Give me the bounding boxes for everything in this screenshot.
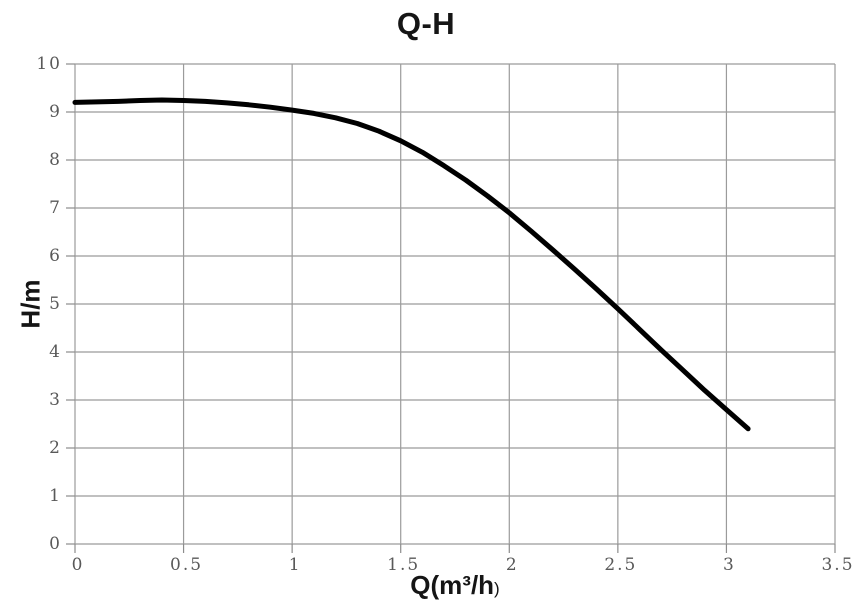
y-tick-label: 6 (49, 246, 62, 266)
qh-curve (72, 97, 751, 432)
y-tick-label: 10 (36, 54, 62, 74)
x-tick-label: 1.5 (387, 555, 421, 575)
y-tick-label: 8 (49, 150, 62, 170)
x-axis-label: Q(m³/h) (75, 570, 835, 601)
x-axis-label-main: Q(m³/h (410, 570, 495, 600)
axis-ticks (66, 63, 836, 553)
y-tick-label: 1 (49, 486, 62, 506)
curve-Q-H (72, 97, 751, 432)
y-tick-label: 5 (49, 294, 62, 314)
x-tick-label: 1 (288, 555, 302, 575)
y-tick-label: 7 (49, 198, 62, 218)
y-tick-label: 9 (49, 102, 62, 122)
x-tick-label: 0.5 (170, 555, 204, 575)
chart-title: Q-H (396, 6, 456, 41)
chart-canvas (66, 63, 836, 553)
y-tick-label: 3 (49, 390, 62, 410)
x-tick-label: 0 (71, 555, 85, 575)
y-tick-label: 0 (49, 534, 62, 554)
plot-area (66, 63, 836, 553)
gridlines (74, 63, 836, 545)
x-tick-label: 2 (505, 555, 519, 575)
x-axis-label-paren: ) (494, 579, 500, 598)
x-tick-label: 3.5 (821, 555, 852, 575)
y-tick-label: 2 (49, 438, 62, 458)
x-tick-label: 3 (723, 555, 736, 575)
x-tick-label: 2.5 (604, 555, 638, 575)
y-tick-label: 4 (49, 342, 62, 362)
